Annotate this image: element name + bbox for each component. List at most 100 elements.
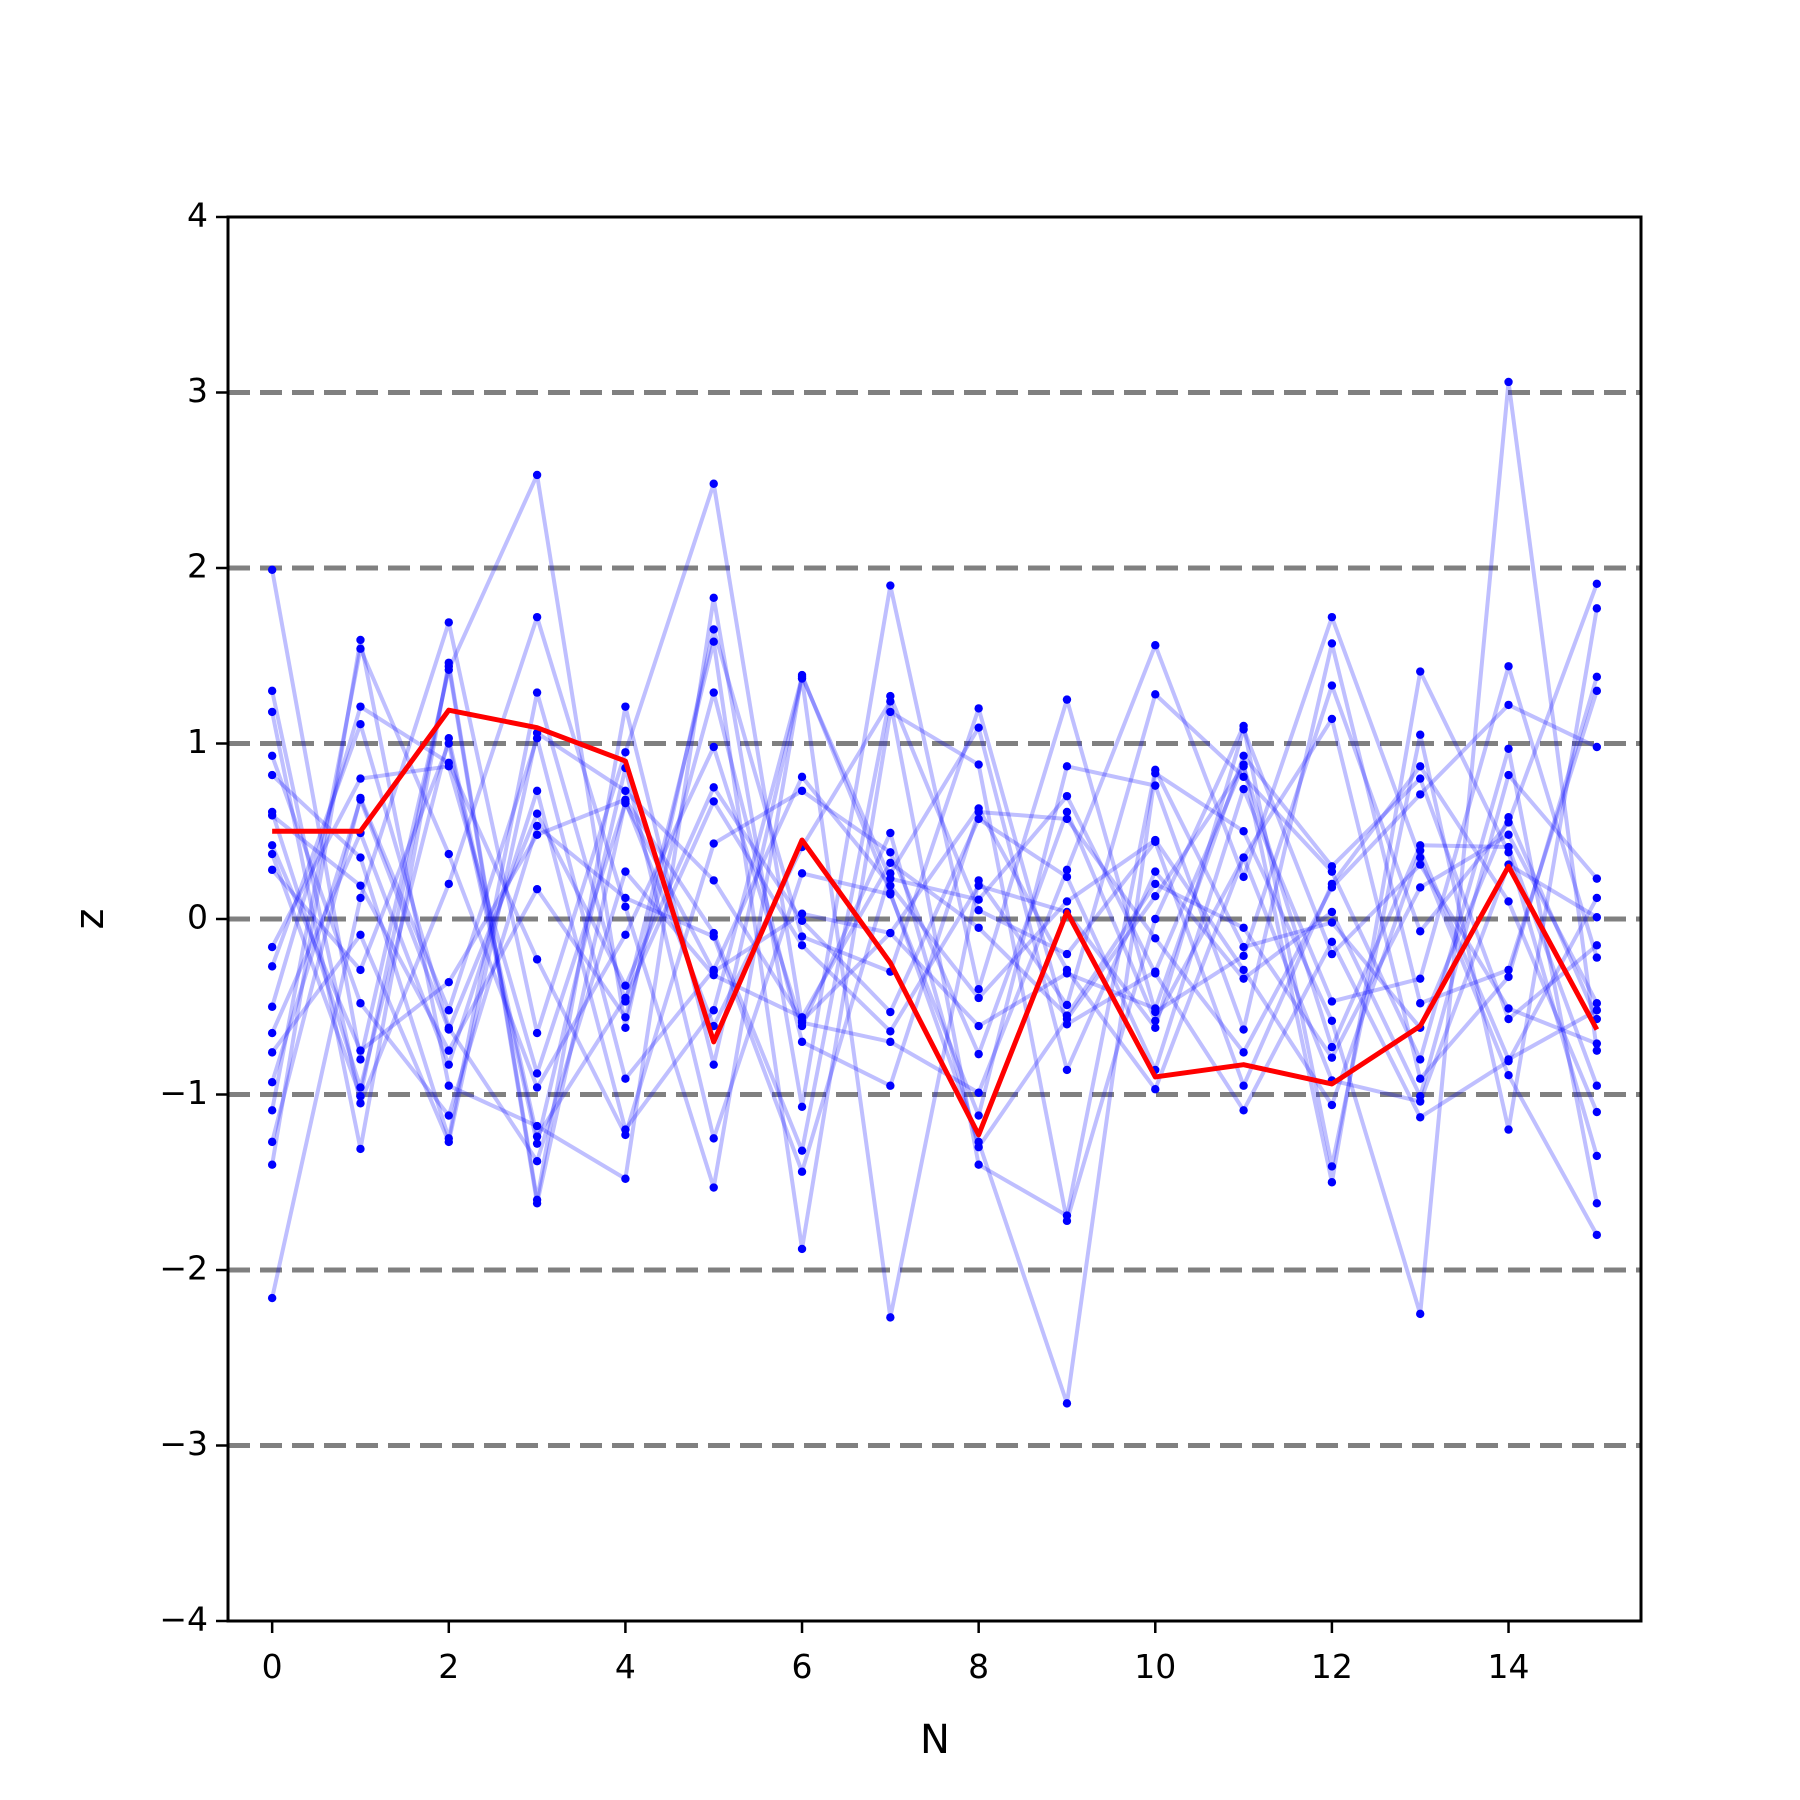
background-series-point — [709, 742, 718, 752]
background-series-point — [1239, 965, 1248, 975]
background-series-point — [356, 719, 365, 729]
background-series-point — [1592, 1151, 1602, 1161]
background-series-point — [621, 1174, 630, 1183]
background-series-point — [356, 702, 365, 711]
background-series-point — [1239, 942, 1248, 952]
background-series-line — [270, 379, 1599, 1406]
background-series-point — [1416, 774, 1425, 783]
background-series-point — [444, 1006, 453, 1015]
background-series-point — [1416, 667, 1425, 676]
background-series-point — [1592, 999, 1602, 1008]
background-series-point — [797, 1102, 807, 1111]
background-series-point — [1151, 765, 1160, 775]
background-series-point — [267, 942, 277, 952]
background-series-point — [1239, 1025, 1248, 1034]
background-series-point — [797, 672, 807, 682]
background-series-point — [356, 1083, 365, 1092]
background-series-point — [1592, 1081, 1602, 1090]
background-series-point — [1416, 999, 1425, 1008]
background-series-point — [886, 890, 895, 899]
background-series-point — [1062, 1065, 1072, 1075]
background-series-point — [532, 786, 542, 796]
background-series-point — [1151, 934, 1160, 943]
background-series-point — [621, 786, 630, 796]
background-series-point — [1062, 695, 1072, 704]
background-series-point — [532, 821, 542, 831]
background-series-point — [1062, 949, 1072, 959]
background-series-point — [974, 881, 983, 890]
x-tick-label: 8 — [968, 1647, 989, 1686]
background-series-point — [1416, 853, 1425, 862]
background-series-point — [1592, 604, 1602, 613]
background-series-point — [1151, 914, 1160, 924]
background-series-point — [532, 1121, 542, 1131]
background-series-point — [886, 707, 895, 717]
background-series-point — [1504, 1055, 1513, 1064]
background-series-point — [356, 635, 365, 645]
background-series-point — [444, 1046, 453, 1055]
background-series-point — [709, 783, 718, 792]
background-series-point — [709, 637, 718, 646]
y-axis-label: z — [67, 909, 113, 930]
background-series-point — [444, 1137, 453, 1147]
background-series-point — [1504, 770, 1513, 780]
background-series-line — [270, 727, 1598, 1139]
background-series-line — [270, 664, 1599, 1083]
background-series-point — [886, 1027, 895, 1036]
background-series-point — [797, 909, 807, 918]
background-series-point — [1327, 714, 1337, 724]
background-series-point — [356, 774, 365, 783]
background-series-point — [1151, 879, 1160, 889]
background-series-point — [974, 1088, 983, 1097]
background-series-point — [1151, 1085, 1160, 1094]
background-series-point — [886, 928, 895, 938]
background-series-point — [1327, 949, 1337, 959]
x-tick-label: 10 — [1134, 1647, 1176, 1686]
background-series-point — [1062, 807, 1072, 817]
background-series-point — [621, 893, 630, 903]
background-series-point — [797, 1037, 807, 1047]
background-series-point — [1327, 1053, 1337, 1062]
background-series-line — [270, 753, 1599, 1076]
background-series-point — [1062, 865, 1072, 875]
background-series-point — [1416, 883, 1425, 892]
background-series-point — [1239, 1106, 1248, 1115]
background-series-point — [621, 1013, 630, 1022]
background-series-point — [356, 1144, 365, 1154]
background-series-point — [356, 1099, 365, 1108]
background-series-point — [356, 1092, 365, 1101]
background-series-point — [1239, 1048, 1248, 1057]
background-series-point — [1592, 1039, 1602, 1048]
background-series-point — [1062, 1399, 1072, 1408]
background-series-point — [621, 1125, 630, 1134]
background-series-point — [974, 895, 983, 904]
background-series-point — [709, 797, 718, 806]
background-series-point — [797, 1016, 807, 1025]
y-tick-label: 2 — [187, 547, 208, 586]
background-series-point — [356, 881, 365, 890]
background-series-point — [1062, 1014, 1072, 1024]
background-series-point — [1416, 762, 1425, 771]
background-series-point — [444, 662, 453, 671]
background-series-line — [270, 690, 1598, 1088]
background-series-point — [1592, 672, 1602, 682]
background-series-point — [532, 1139, 542, 1148]
background-series-point — [1062, 762, 1072, 771]
background-series-point — [267, 1002, 277, 1011]
background-series-line — [270, 664, 1599, 1218]
background-series-point — [267, 707, 277, 717]
background-series-point — [1504, 813, 1513, 822]
background-series-point — [709, 1060, 718, 1069]
background-series-point — [1416, 1309, 1425, 1319]
background-series-point — [797, 786, 807, 796]
background-series-point — [621, 867, 630, 876]
background-series-point — [356, 893, 365, 903]
background-series-point — [267, 1160, 277, 1169]
y-tick-label: 3 — [187, 371, 208, 410]
background-series-point — [444, 734, 453, 743]
background-series-point — [709, 625, 718, 634]
background-series-point — [532, 1132, 542, 1141]
background-series-point — [1592, 874, 1602, 883]
background-series-point — [267, 1106, 277, 1115]
background-series-point — [1504, 1070, 1513, 1080]
